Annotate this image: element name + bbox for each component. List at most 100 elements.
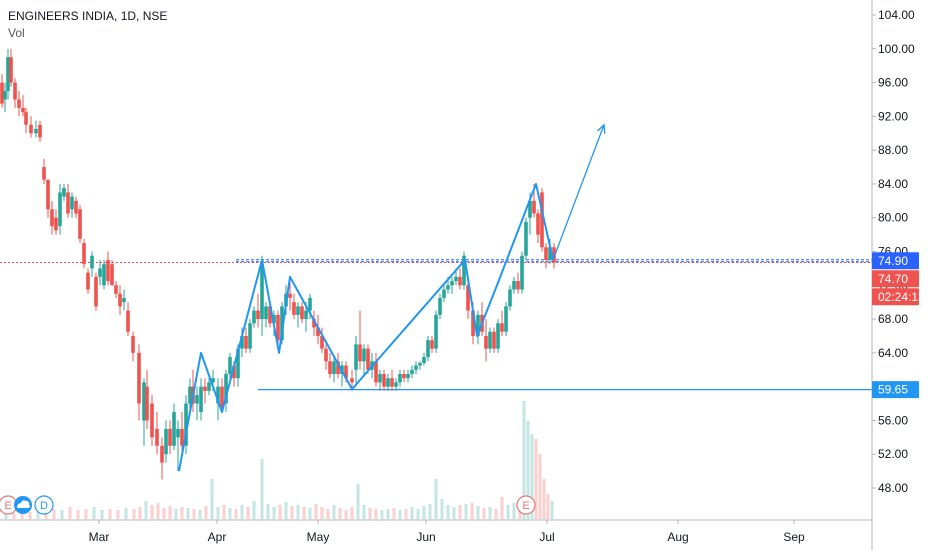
candle-body — [414, 365, 418, 370]
candle-body — [98, 268, 102, 277]
volume-bar — [222, 505, 226, 519]
chart-header: ENGINEERS INDIA, 1D, NSE Vol — [8, 8, 167, 42]
resistance-price-tag-bg — [872, 252, 919, 270]
volume-bar — [392, 508, 396, 519]
candle-body — [434, 314, 438, 349]
candle-body — [454, 276, 458, 282]
y-tick-label: 100.00 — [878, 42, 915, 56]
candle-body — [150, 403, 154, 438]
candle-body — [462, 255, 466, 286]
candle-body — [446, 285, 450, 290]
candle-body — [164, 428, 168, 455]
candle-body — [296, 306, 300, 315]
candle-body — [66, 192, 70, 214]
volume-bar — [108, 509, 112, 519]
candle-body — [430, 340, 434, 349]
y-tick-label: 56.00 — [878, 413, 908, 427]
volume-bar — [20, 511, 24, 519]
candle-body — [145, 386, 149, 421]
candle-body — [46, 179, 50, 210]
candle-body — [316, 327, 320, 336]
y-tick-label: 88.00 — [878, 143, 908, 157]
support-price-tag-bg — [872, 381, 919, 399]
candle-body — [199, 386, 203, 412]
volume-bar — [252, 501, 256, 519]
dividend-marker[interactable]: D — [34, 495, 54, 515]
candle-body — [516, 281, 520, 290]
candle-body — [62, 188, 66, 197]
candle-body — [418, 362, 422, 366]
volume-bar — [144, 501, 148, 519]
candle-body — [524, 221, 528, 256]
candle-body — [344, 365, 348, 379]
candle-body — [540, 192, 544, 248]
volume-bars — [4, 401, 554, 519]
y-tick-label: 64.00 — [878, 346, 908, 360]
volume-bar — [546, 494, 550, 519]
volume-bar — [174, 509, 178, 519]
candle-body — [180, 428, 184, 446]
volume-bar — [542, 479, 546, 519]
candle-body — [216, 386, 220, 404]
candle-body — [512, 281, 516, 290]
candle-body — [70, 196, 74, 210]
volume-bar — [52, 509, 56, 519]
candle-body — [484, 335, 488, 349]
candle-body — [248, 323, 252, 349]
candle-body — [272, 314, 276, 324]
volume-label: Vol — [8, 26, 25, 40]
candle-body — [211, 378, 215, 383]
resistance-price-tag: 74.90 — [878, 254, 908, 268]
x-tick-label: May — [307, 530, 330, 544]
volume-bar — [240, 505, 244, 519]
candle-body — [492, 331, 496, 349]
volume-bar — [186, 508, 190, 519]
volume-bar — [216, 507, 220, 519]
volume-bar — [116, 510, 120, 519]
volume-bar — [440, 499, 444, 519]
volume-bar — [100, 510, 104, 519]
candle-body — [354, 344, 358, 370]
candle-body — [203, 386, 207, 391]
volume-bar — [150, 505, 154, 519]
volume-bar — [308, 508, 312, 519]
volume-bar — [458, 505, 462, 519]
candle-body — [74, 200, 78, 214]
candle-body — [350, 378, 354, 383]
volume-bar — [204, 506, 208, 519]
volume-bar — [68, 507, 72, 519]
earnings-marker-2[interactable]: E — [516, 495, 536, 515]
candle-body — [374, 361, 378, 383]
candle-body — [304, 310, 308, 320]
candle-body — [82, 243, 86, 265]
candle-body — [94, 276, 98, 307]
volume-bar — [4, 512, 8, 519]
x-tick-label: Mar — [89, 530, 110, 544]
candle-body — [110, 264, 114, 286]
candle-body — [442, 289, 446, 298]
candle-body — [236, 348, 240, 379]
volume-bar — [260, 459, 264, 519]
volume-bar — [374, 509, 378, 519]
candle-body — [532, 200, 536, 214]
candle-body — [268, 306, 272, 324]
candle-body — [188, 386, 192, 404]
support-price-tag: 59.65 — [878, 383, 908, 397]
candle-body — [50, 209, 54, 227]
candle-body — [54, 217, 58, 231]
candle-body — [160, 445, 164, 463]
candle-body — [102, 264, 106, 286]
cloud-icon[interactable] — [14, 496, 32, 514]
candle-body — [224, 373, 228, 404]
candle-body — [6, 57, 10, 92]
candle-body — [476, 314, 480, 336]
candle-body — [382, 373, 386, 387]
candle-body — [106, 259, 110, 282]
candle-body — [471, 310, 475, 336]
candle-body — [280, 306, 284, 341]
volume-bar — [36, 510, 40, 519]
volume-bar — [494, 509, 498, 519]
candle-body — [438, 297, 442, 315]
